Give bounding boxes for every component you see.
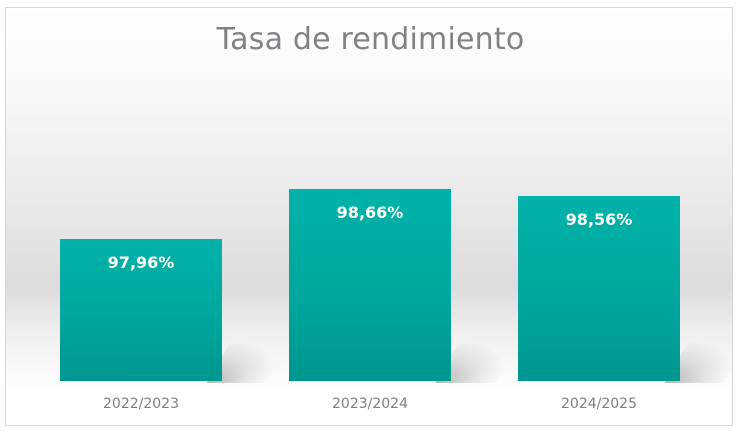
bar-2024-2025: 98,56%: [518, 196, 680, 381]
data-label: 98,66%: [336, 203, 404, 222]
x-tick-label: 2022/2023: [103, 396, 179, 412]
data-label: 98,56%: [565, 210, 633, 229]
x-tick-label: 2023/2024: [332, 396, 408, 412]
data-label: 97,96%: [107, 253, 175, 272]
x-tick-label: 2024/2025: [561, 396, 637, 412]
bar-2023-2024: 98,66%: [289, 189, 451, 381]
chart-title: Tasa de rendimiento: [216, 22, 525, 57]
bar-2022-2023: 97,96%: [60, 239, 222, 381]
